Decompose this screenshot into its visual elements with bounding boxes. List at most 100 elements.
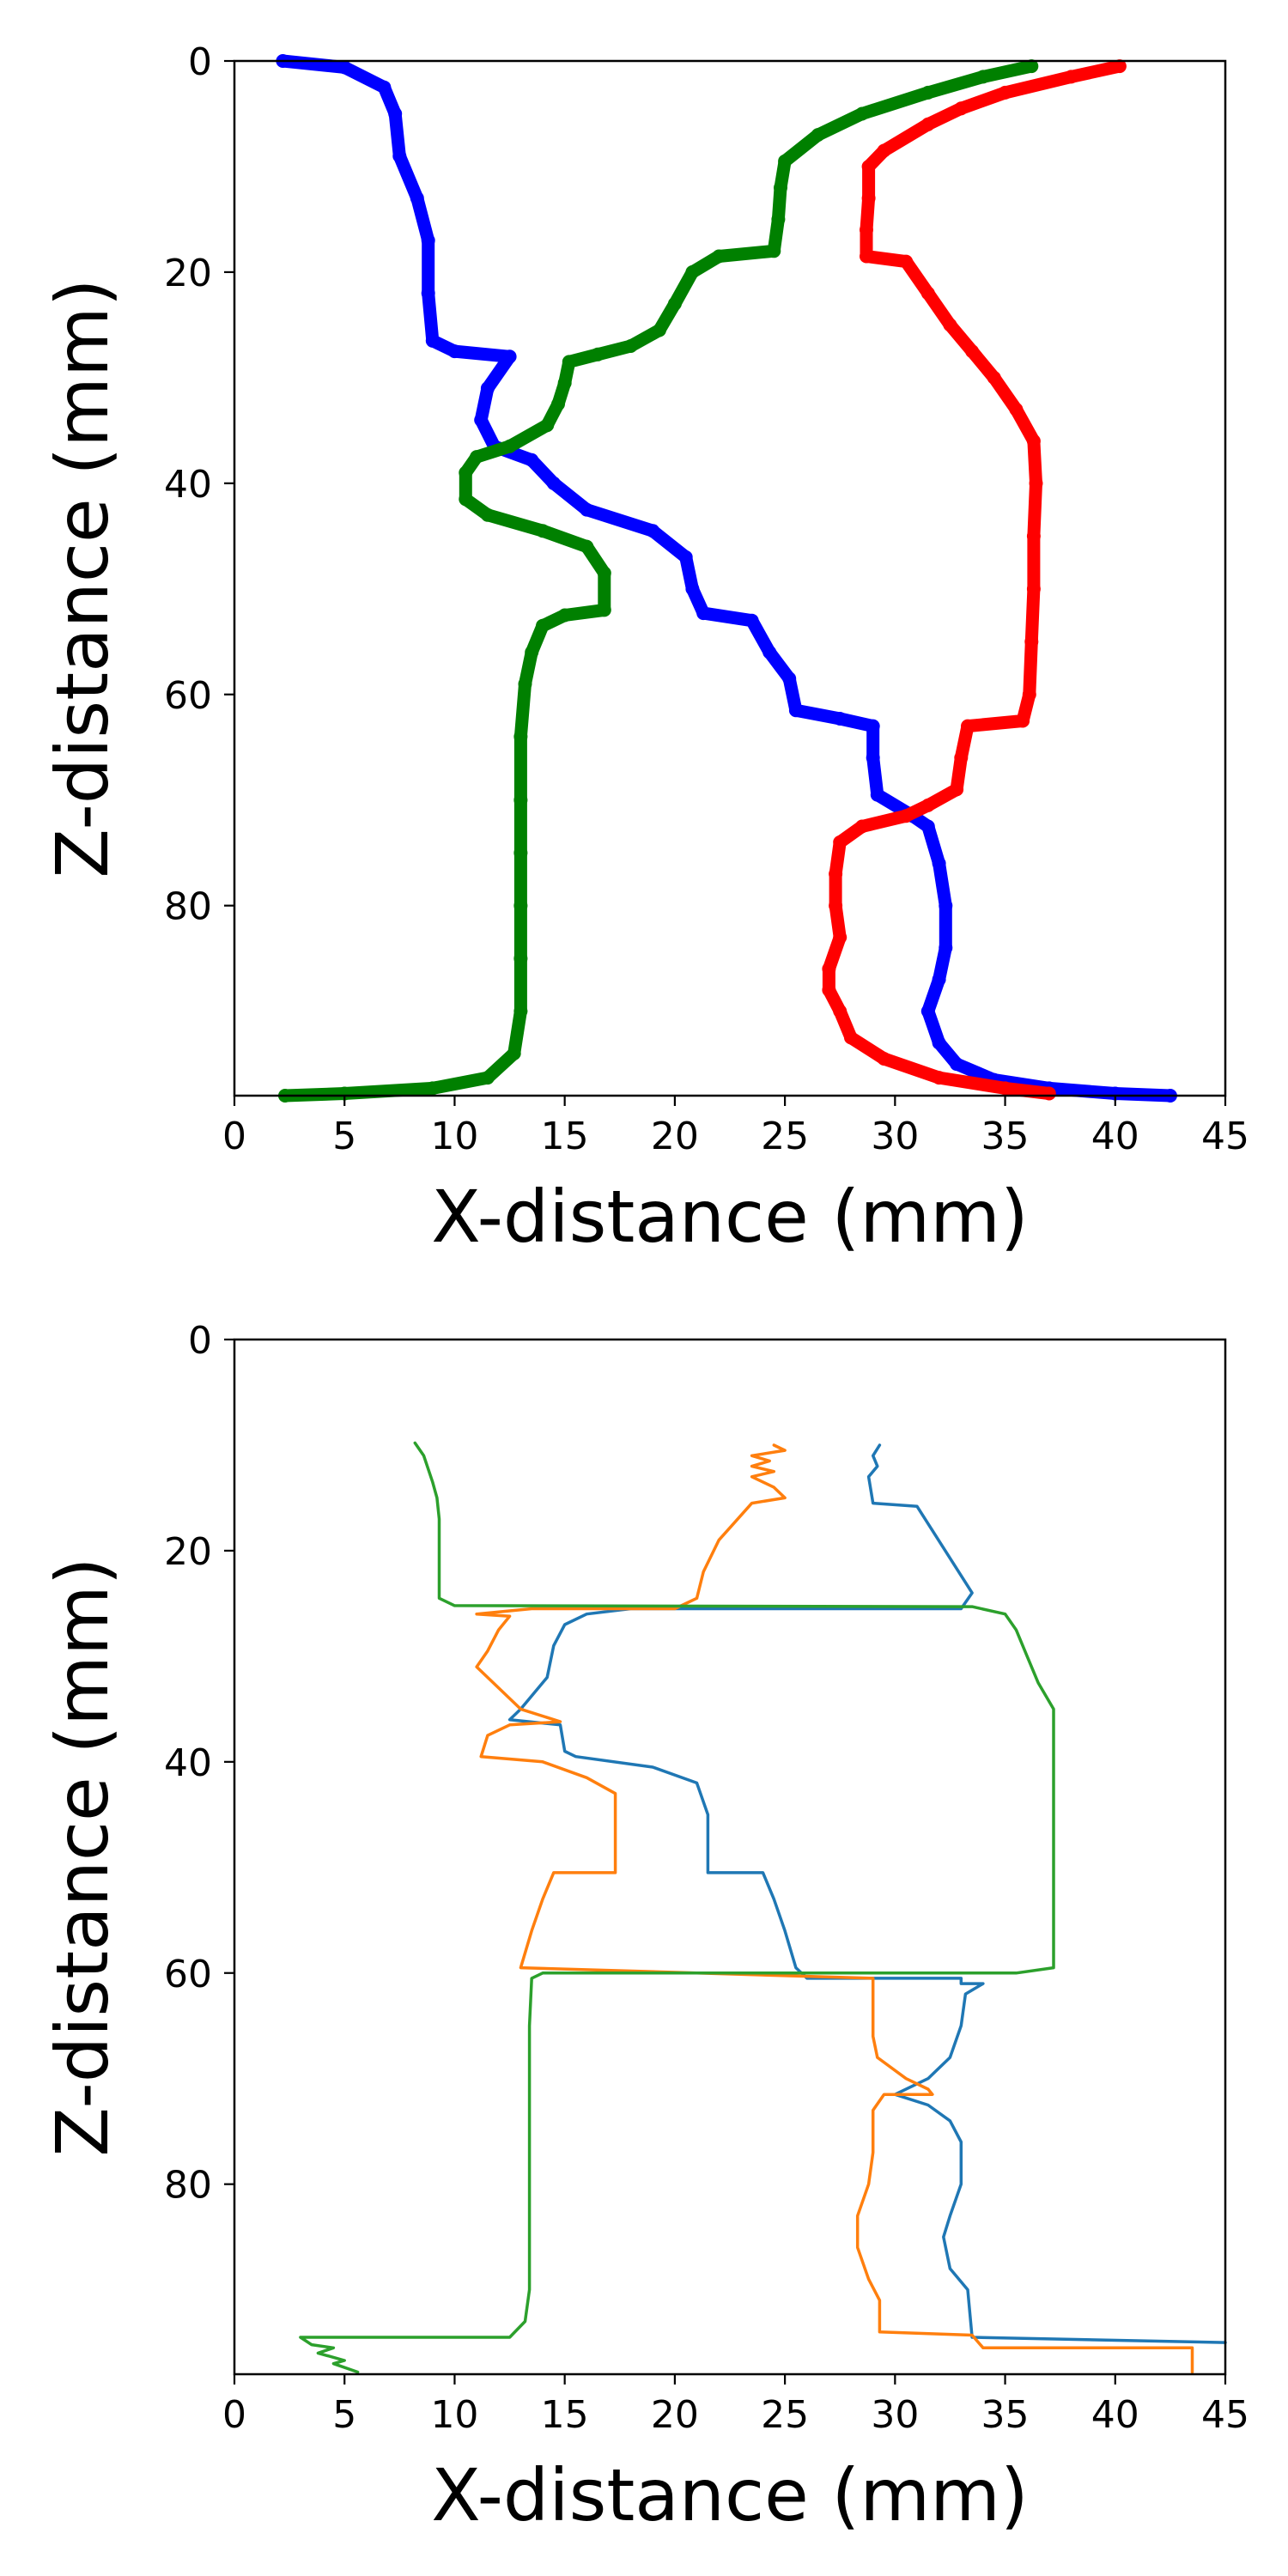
series-2-point bbox=[965, 344, 980, 359]
series-2-point bbox=[932, 1071, 946, 1085]
series-0-point bbox=[920, 819, 935, 834]
series-1-point bbox=[507, 1046, 521, 1060]
bottom-plot-frame bbox=[233, 1338, 1227, 2376]
series-2-point bbox=[1029, 476, 1043, 490]
series-2-point bbox=[829, 898, 843, 913]
bottom-plot-y-axis-label: Z-distance (mm) bbox=[40, 1557, 125, 2156]
bottom-plot-x-axis-label: X-distance (mm) bbox=[431, 2453, 1029, 2537]
series-2-point bbox=[844, 1030, 858, 1045]
series-2-point bbox=[899, 809, 914, 823]
series-0-point bbox=[939, 898, 953, 913]
series-0-point bbox=[474, 413, 489, 428]
series-2-point bbox=[1016, 714, 1030, 728]
series-0-point bbox=[421, 286, 435, 301]
series-2-line bbox=[299, 1441, 1055, 2374]
x-tick-label: 20 bbox=[651, 2393, 699, 2437]
series-2-point bbox=[950, 782, 964, 797]
series-1-point bbox=[513, 898, 528, 913]
series-2-point bbox=[1064, 70, 1078, 84]
y-tick-label: 40 bbox=[164, 463, 212, 507]
series-1-point bbox=[920, 85, 935, 100]
series-0-point bbox=[950, 1057, 964, 1072]
x-tick-label: 40 bbox=[1091, 2393, 1139, 2437]
series-0-point bbox=[425, 333, 440, 348]
x-tick-label: 30 bbox=[871, 2393, 919, 2437]
x-tick-label: 10 bbox=[430, 1115, 478, 1158]
x-tick-label: 15 bbox=[541, 2393, 589, 2437]
series-2-point bbox=[877, 1052, 891, 1066]
series-0-point bbox=[480, 381, 495, 396]
series-1-line bbox=[475, 1443, 1194, 2374]
y-tick-label: 60 bbox=[164, 674, 212, 718]
series-2-point bbox=[954, 101, 969, 116]
series-2-point bbox=[998, 1081, 1012, 1096]
series-1-trace bbox=[278, 59, 1038, 1103]
series-1-point bbox=[811, 128, 825, 143]
series-2-point bbox=[1042, 1086, 1056, 1101]
y-tick-label: 60 bbox=[164, 1953, 212, 1996]
series-2-point bbox=[822, 983, 836, 997]
series-1-point bbox=[778, 154, 793, 168]
x-tick-label: 5 bbox=[332, 2393, 356, 2437]
y-tick-label: 80 bbox=[164, 2164, 212, 2208]
series-2-point bbox=[1024, 635, 1039, 649]
series-2-point bbox=[899, 254, 914, 269]
x-tick-label: 30 bbox=[871, 1115, 919, 1158]
series-0-point bbox=[1108, 1086, 1122, 1101]
series-2-point bbox=[860, 222, 873, 237]
series-2-point bbox=[1026, 581, 1041, 596]
x-tick-label: 25 bbox=[761, 2393, 809, 2437]
series-2-point bbox=[833, 835, 848, 849]
series-0-point bbox=[866, 719, 880, 733]
series-1-point bbox=[513, 729, 528, 744]
x-tick-label: 40 bbox=[1091, 1115, 1139, 1158]
series-1-point bbox=[591, 347, 605, 361]
series-2-point bbox=[920, 798, 935, 812]
top-plot-ticks: 0 5 10 15 20 25 30 35 40 45 0 20 40 60 80 bbox=[164, 40, 1249, 1158]
series-0-point bbox=[388, 106, 403, 121]
y-tick-label: 40 bbox=[164, 1741, 212, 1785]
series-1-point bbox=[712, 249, 726, 264]
series-0-point bbox=[678, 550, 693, 564]
series-2-point bbox=[943, 318, 957, 332]
series-1-point bbox=[1024, 59, 1039, 74]
series-2-point bbox=[833, 1004, 848, 1018]
series-2-point bbox=[860, 249, 873, 264]
series-1-point bbox=[480, 1071, 495, 1085]
series-1-point bbox=[425, 1081, 440, 1096]
series-0-line bbox=[507, 1443, 1227, 2344]
y-tick-label: 80 bbox=[164, 885, 212, 929]
series-0-point bbox=[525, 453, 539, 467]
x-tick-label: 15 bbox=[541, 1115, 589, 1158]
series-0-point bbox=[580, 502, 594, 517]
series-0-point bbox=[421, 234, 435, 247]
series-2-point bbox=[861, 160, 876, 173]
x-tick-label: 10 bbox=[430, 2393, 478, 2437]
series-1-point bbox=[767, 244, 781, 258]
series-2-point bbox=[954, 750, 969, 765]
series-2-point bbox=[1022, 687, 1036, 702]
series-2-point bbox=[829, 866, 843, 881]
series-0-point bbox=[932, 856, 946, 871]
y-tick-label: 0 bbox=[188, 40, 212, 84]
y-tick-label: 20 bbox=[164, 1530, 212, 1574]
series-1-point bbox=[580, 539, 594, 554]
x-tick-label: 0 bbox=[222, 2393, 246, 2437]
series-1-point bbox=[551, 397, 565, 411]
series-1-point bbox=[513, 846, 528, 860]
series-0-point bbox=[410, 191, 424, 205]
series-2-point bbox=[861, 191, 876, 205]
series-1-point bbox=[337, 1086, 352, 1101]
series-1-point bbox=[525, 645, 539, 659]
series-0-point bbox=[833, 712, 848, 726]
series-1-point bbox=[652, 323, 666, 337]
series-0-point bbox=[696, 606, 711, 621]
series-1-point bbox=[513, 1004, 528, 1018]
x-tick-label: 45 bbox=[1201, 2393, 1249, 2437]
series-2-point bbox=[833, 930, 848, 945]
series-0-point bbox=[447, 344, 462, 359]
series-1-point bbox=[774, 180, 787, 195]
series-2-point bbox=[920, 117, 935, 131]
series-2-point bbox=[1026, 529, 1041, 544]
